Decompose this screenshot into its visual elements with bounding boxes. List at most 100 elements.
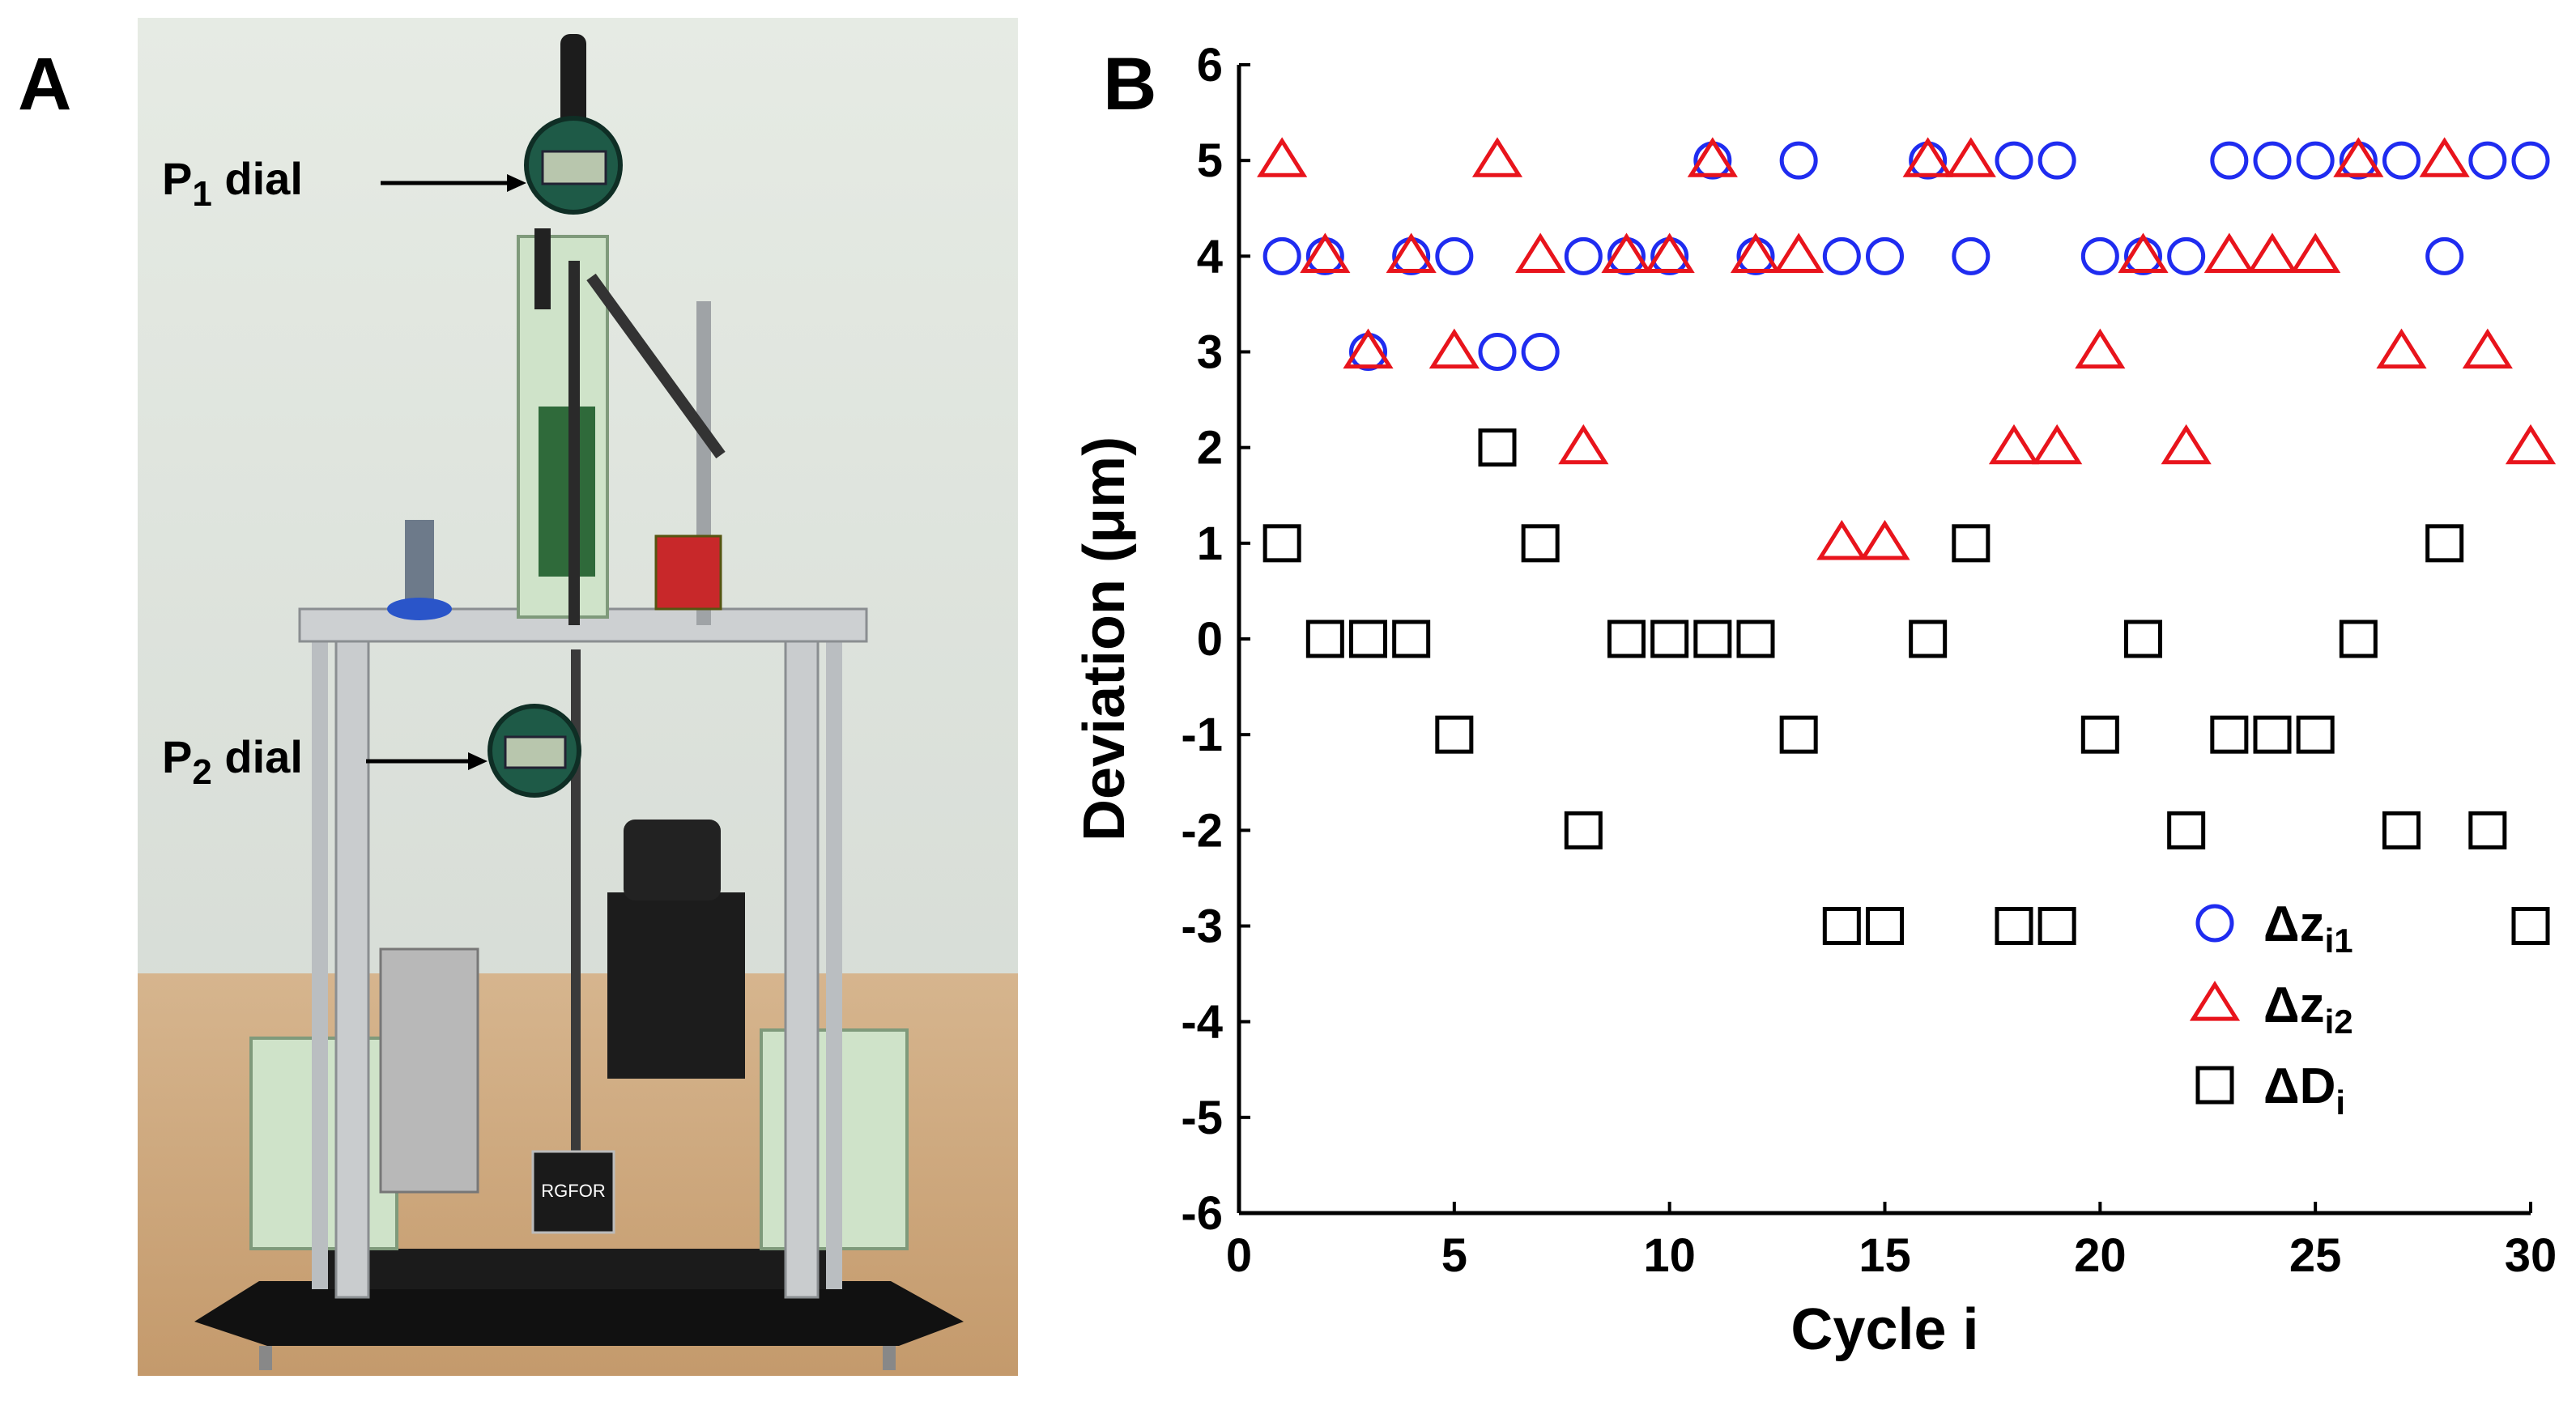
point-circle-25: [2296, 141, 2335, 180]
point-triangle-19: [2032, 424, 2083, 465]
point-triangle-6: [1471, 137, 1523, 177]
point-triangle-28: [2419, 137, 2470, 177]
point-square-4: [1392, 619, 1431, 658]
x-tick-label: 5: [1441, 1229, 1467, 1282]
point-square-6: [1478, 428, 1517, 467]
point-square-5: [1435, 715, 1474, 754]
x-tick-label: 30: [2505, 1229, 2557, 1282]
point-circle-13: [1779, 141, 1818, 180]
y-tick-label: -2: [1181, 804, 1223, 857]
y-tick-label: -4: [1181, 996, 1223, 1049]
point-square-23: [2210, 715, 2249, 754]
point-square-13: [1779, 715, 1818, 754]
point-circle-24: [2253, 141, 2292, 180]
legend-label-1: Δzi1: [2263, 896, 2353, 960]
point-triangle-27: [2376, 328, 2427, 369]
point-triangle-23: [2203, 232, 2255, 273]
x-tick-label: 25: [2289, 1229, 2342, 1282]
point-triangle-20: [2075, 328, 2126, 369]
y-tick-label: 0: [1197, 613, 1223, 666]
point-triangle-4: [1386, 232, 1437, 273]
p1-label-main: P: [162, 153, 192, 204]
panel-a-label: A: [18, 43, 72, 126]
point-square-2: [1305, 619, 1344, 658]
point-square-12: [1736, 619, 1775, 658]
point-square-21: [2124, 619, 2162, 658]
point-square-16: [1909, 619, 1948, 658]
y-tick-label: 3: [1197, 326, 1223, 379]
point-triangle-7: [1515, 232, 1566, 273]
x-axis-label: Cycle i: [1790, 1297, 1978, 1362]
point-triangle-29: [2462, 328, 2513, 369]
point-circle-29: [2468, 141, 2507, 180]
y-tick-label: 6: [1197, 39, 1223, 92]
point-circle-17: [1952, 236, 1991, 275]
point-square-20: [2080, 715, 2119, 754]
point-circle-27: [2382, 141, 2421, 180]
point-triangle-8: [1558, 424, 1609, 465]
point-square-1: [1262, 524, 1301, 563]
point-triangle-30: [2505, 424, 2557, 465]
point-square-10: [1650, 619, 1689, 658]
legend-label-2: Δzi2: [2263, 977, 2353, 1041]
point-triangle-1: [1257, 137, 1308, 177]
y-tick-label: 2: [1197, 422, 1223, 475]
panel-b-label: B: [1103, 43, 1157, 126]
point-triangle-15: [1859, 519, 1910, 560]
point-square-29: [2468, 811, 2507, 849]
point-triangle-16: [1902, 137, 1953, 177]
point-square-17: [1952, 524, 1991, 563]
point-triangle-26: [2333, 137, 2384, 177]
point-circle-19: [2037, 141, 2076, 180]
point-square-30: [2511, 907, 2550, 945]
point-circle-14: [1822, 236, 1861, 275]
point-square-7: [1521, 524, 1560, 563]
p1-label-sub: 1: [192, 174, 211, 214]
point-square-8: [1564, 811, 1603, 849]
point-triangle-18: [1988, 424, 2040, 465]
point-triangle-22: [2161, 424, 2212, 465]
x-tick-label: 10: [1643, 1229, 1696, 1282]
point-circle-6: [1478, 333, 1517, 371]
legend-marker-square: [2195, 1066, 2234, 1105]
p1-dial-label: P1 dial: [162, 153, 303, 214]
p2-dial-label: P2 dial: [162, 731, 303, 792]
p1-label-rest: dial: [212, 153, 303, 204]
point-triangle-9: [1601, 232, 1652, 273]
y-tick-label: -1: [1181, 709, 1223, 761]
point-circle-7: [1521, 333, 1560, 371]
point-circle-28: [2425, 236, 2464, 275]
mag-base-text: RGFOR: [541, 1181, 605, 1201]
x-tick-label: 0: [1226, 1229, 1252, 1282]
point-triangle-25: [2290, 232, 2341, 273]
point-square-25: [2296, 715, 2335, 754]
point-square-24: [2253, 715, 2292, 754]
legend-label-3: ΔDi: [2263, 1058, 2345, 1122]
point-circle-22: [2167, 236, 2206, 275]
apparatus-photo: RGFOR P1 dial P2 dial: [138, 18, 1018, 1376]
point-square-15: [1866, 907, 1904, 945]
point-circle-18: [1995, 141, 2033, 180]
point-triangle-13: [1773, 232, 1824, 273]
p2-label-main: P: [162, 731, 192, 782]
point-square-27: [2382, 811, 2421, 849]
point-square-26: [2339, 619, 2378, 658]
point-circle-30: [2511, 141, 2550, 180]
x-tick-label: 20: [2074, 1229, 2127, 1282]
point-circle-8: [1564, 236, 1603, 275]
point-triangle-10: [1644, 232, 1695, 273]
p2-label-rest: dial: [212, 731, 303, 782]
point-triangle-3: [1343, 328, 1394, 369]
point-triangle-17: [1945, 137, 1996, 177]
y-tick-label: -6: [1181, 1187, 1223, 1240]
legend-marker-triangle: [2189, 981, 2241, 1021]
y-tick-label: -3: [1181, 900, 1223, 953]
point-circle-23: [2210, 141, 2249, 180]
p2-arrowhead: [468, 752, 488, 770]
p2-label-sub: 2: [192, 752, 211, 792]
point-square-28: [2425, 524, 2464, 563]
point-square-11: [1693, 619, 1732, 658]
point-circle-1: [1262, 236, 1301, 275]
point-triangle-14: [1816, 519, 1867, 560]
point-triangle-11: [1687, 137, 1738, 177]
